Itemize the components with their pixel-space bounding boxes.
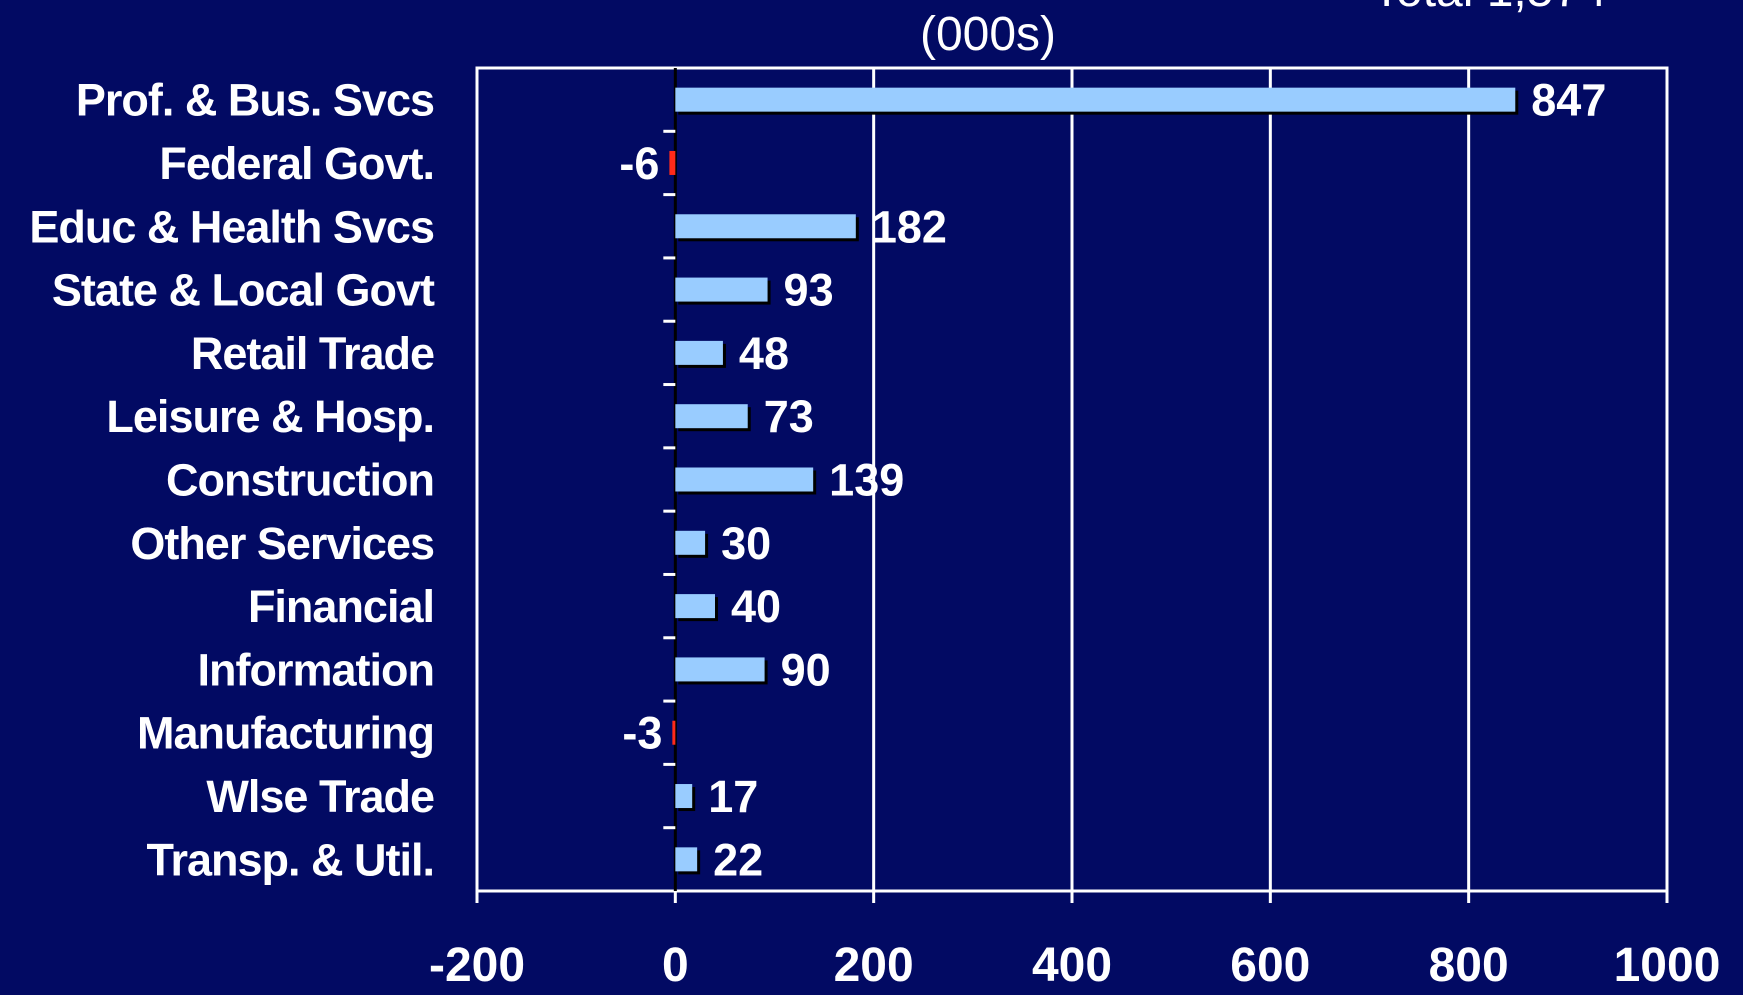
value-label: -6 — [619, 138, 659, 189]
bar — [675, 594, 715, 619]
bars — [669, 87, 1519, 875]
bar — [675, 277, 768, 302]
x-tick-label: 600 — [1230, 939, 1310, 992]
value-label: 139 — [829, 455, 904, 506]
category-label: Information — [198, 644, 434, 695]
x-tick-label: -200 — [429, 939, 525, 992]
labels: -200 0 200 400 600 800 1000 Prof. & Bus. Svcs 84… — [29, 75, 1720, 992]
x-tick-label: 0 — [662, 939, 689, 992]
x-tick-label: 200 — [834, 939, 914, 992]
bar — [675, 530, 706, 555]
value-label: 17 — [708, 771, 758, 822]
category-label: Transp. & Util. — [146, 834, 434, 885]
gridlines — [475, 68, 1669, 903]
category-label: Other Services — [130, 518, 434, 569]
value-label: 22 — [713, 834, 763, 885]
category-label: Financial — [248, 581, 434, 632]
bar — [675, 87, 1516, 112]
bar — [675, 214, 856, 239]
bar — [675, 404, 748, 429]
value-label: 847 — [1531, 75, 1606, 126]
value-label: 73 — [764, 391, 814, 442]
bar — [675, 657, 765, 682]
total-annotation: Total 1,574 — [1372, 0, 1607, 17]
bar — [675, 784, 693, 809]
chart-subtitle: (000s) — [920, 8, 1056, 61]
value-label: -3 — [622, 708, 662, 759]
bar — [675, 847, 698, 872]
category-label: Manufacturing — [137, 708, 434, 759]
value-label: 30 — [721, 518, 771, 569]
category-label: Educ & Health Svcs — [29, 201, 434, 252]
bar — [672, 720, 676, 745]
category-axis — [663, 68, 677, 891]
x-tick-label: 1000 — [1614, 939, 1721, 992]
value-label: 90 — [781, 644, 831, 695]
value-label: 40 — [731, 581, 781, 632]
category-label: Construction — [166, 455, 434, 506]
bar — [675, 340, 723, 365]
category-label: Federal Govt. — [159, 138, 434, 189]
category-label: Retail Trade — [191, 328, 434, 379]
x-tick-label: 800 — [1429, 939, 1509, 992]
x-tick-label: 400 — [1032, 939, 1112, 992]
category-label: Wlse Trade — [206, 771, 434, 822]
value-label: 182 — [872, 201, 947, 252]
category-label: Prof. & Bus. Svcs — [76, 75, 434, 126]
value-label: 48 — [739, 328, 789, 379]
bar — [669, 150, 676, 175]
category-label: Leisure & Hosp. — [106, 391, 434, 442]
category-label: State & Local Govt — [52, 265, 435, 316]
bar — [675, 467, 814, 492]
value-label: 93 — [784, 265, 834, 316]
